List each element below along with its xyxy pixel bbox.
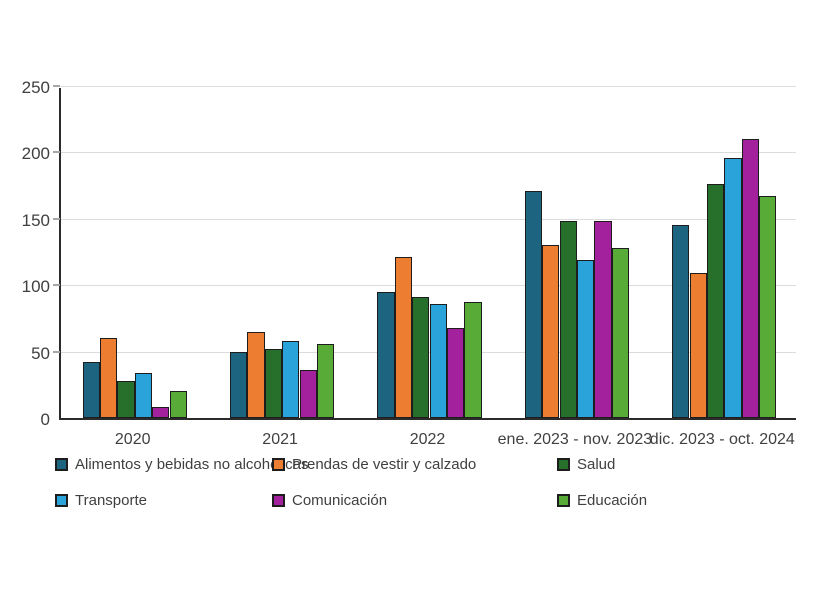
legend-item: Transporte (55, 492, 147, 509)
legend-swatch-icon (272, 494, 285, 507)
bar (429, 303, 447, 418)
bar (576, 259, 595, 418)
bar (299, 370, 317, 418)
y-tick-mark (53, 85, 60, 87)
bar (706, 184, 725, 418)
bar (446, 327, 465, 418)
bar (152, 407, 170, 418)
gridline (61, 218, 796, 220)
bar (316, 343, 335, 418)
legend-swatch-icon (55, 494, 68, 507)
x-tick-label: 2021 (262, 431, 298, 448)
y-tick-label: 0 (40, 410, 50, 429)
legend-label: Educación (577, 492, 648, 509)
y-tick-mark (53, 350, 60, 353)
bar (724, 157, 742, 418)
legend-swatch-icon (557, 494, 570, 507)
bar (412, 297, 430, 418)
legend-item: Educación (557, 492, 647, 509)
y-tick-mark (53, 151, 60, 154)
gridline (61, 285, 796, 287)
y-axis: 0 50 100 150 200 250 (0, 79, 50, 429)
bar (134, 372, 153, 418)
bar (611, 248, 630, 418)
legend-item: Comunicación (272, 492, 387, 509)
legend-label: Comunicación (292, 492, 388, 509)
bar (117, 380, 135, 418)
x-tick-label: 2022 (409, 431, 446, 448)
bar (394, 257, 413, 418)
y-tick-label: 100 (21, 277, 50, 297)
gridline (61, 86, 796, 87)
bar (672, 225, 690, 418)
gridline (61, 152, 796, 154)
legend-label: Transporte (75, 492, 147, 509)
y-tick-label: 250 (21, 78, 50, 97)
x-tick-label: 2020 (114, 431, 151, 448)
bar (464, 302, 482, 418)
y-tick-label: 150 (21, 210, 50, 230)
bar (594, 221, 612, 418)
bar (264, 348, 283, 418)
bar (741, 139, 760, 418)
x-tick-label: ene. 2023 - nov. 2023 (497, 431, 653, 448)
plot-area (53, 85, 796, 420)
bar (559, 221, 577, 418)
y-tick-label: 50 (31, 343, 50, 363)
bar (282, 340, 300, 418)
bar (229, 351, 248, 418)
bar (689, 273, 707, 418)
y-tick-label: 200 (21, 144, 50, 164)
bar (99, 338, 118, 418)
bar (247, 331, 265, 418)
x-axis: 2020 2021 2022 ene. 2023 - nov. 2023 dic. 20… (59, 420, 796, 460)
bar (759, 196, 777, 418)
bar (82, 362, 100, 418)
x-tick-label: dic. 2023 - oct. 2024 (649, 431, 795, 448)
bar (542, 245, 560, 418)
y-tick-mark (53, 217, 60, 220)
bar (377, 291, 395, 418)
bar (524, 190, 543, 418)
y-tick-mark (53, 284, 60, 287)
bar (169, 391, 187, 418)
